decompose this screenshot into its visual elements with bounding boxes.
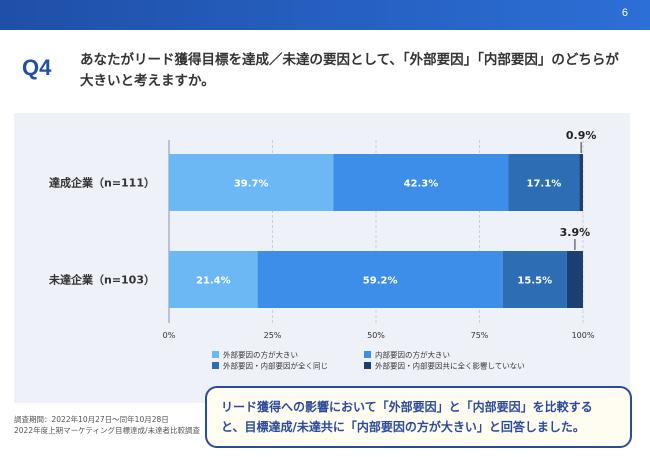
legend-swatch xyxy=(212,351,219,358)
callout-line-1: リード獲得への影響において「外部要因」と「内部要因」を比較する xyxy=(221,400,593,414)
x-tick-label: 50% xyxy=(367,331,385,340)
category-label: 未達企業（n=103） xyxy=(48,273,155,287)
question-number: Q4 xyxy=(22,55,52,80)
bar-segment xyxy=(566,251,583,308)
data-label: 59.2% xyxy=(363,276,398,287)
bar-segment xyxy=(508,154,580,211)
legend-label: 内部要因の方が大きい xyxy=(375,350,450,360)
legend-swatch xyxy=(212,362,219,369)
legend-swatch xyxy=(364,362,371,369)
bar-segment xyxy=(169,251,258,308)
question-text: あなたがリード獲得目標を達成／未達の要因として、「外部要因」「内部要因」のどちら… xyxy=(80,52,619,89)
data-label: 42.3% xyxy=(404,179,439,190)
legend-label: 外部要因・内部要因共に全く影響していない xyxy=(375,361,525,371)
data-label: 21.4% xyxy=(196,276,231,287)
header-bar: 6 xyxy=(0,0,650,30)
x-tick-label: 25% xyxy=(264,331,282,340)
data-label: 39.7% xyxy=(234,179,269,190)
bar-segment xyxy=(257,251,503,308)
x-tick-label: 100% xyxy=(572,331,595,340)
bar-segment xyxy=(502,251,567,308)
callout-line-2: と、目標達成/未達共に「内部要因の方が大きい」と回答しました。 xyxy=(221,420,585,434)
bar-segment xyxy=(579,154,583,211)
x-tick-label: 75% xyxy=(471,331,489,340)
survey-period-note: 調査期間：2022年10月27日〜同年10月28日 xyxy=(14,415,169,424)
data-label: 15.5% xyxy=(517,276,552,287)
bar-segment xyxy=(169,154,334,211)
x-tick-label: 0% xyxy=(163,331,176,340)
legend-label: 外部要因の方が大きい xyxy=(223,350,298,360)
category-label: 達成企業（n=111） xyxy=(49,176,155,190)
legend-swatch xyxy=(364,351,371,358)
legend-label: 外部要因・内部要因が全く同じ xyxy=(223,361,328,371)
summary-callout: リード獲得への影響において「外部要因」と「内部要因」を比較する と、目標達成/未… xyxy=(205,386,632,448)
survey-name-note: 2022年度上期マーケティング目標達成/未達者比較調査 xyxy=(14,426,201,435)
data-label: 3.9% xyxy=(560,226,591,239)
data-label: 17.1% xyxy=(527,179,562,190)
data-label: 0.9% xyxy=(566,129,597,142)
bar-segment xyxy=(333,154,509,211)
page-number: 6 xyxy=(621,7,628,19)
